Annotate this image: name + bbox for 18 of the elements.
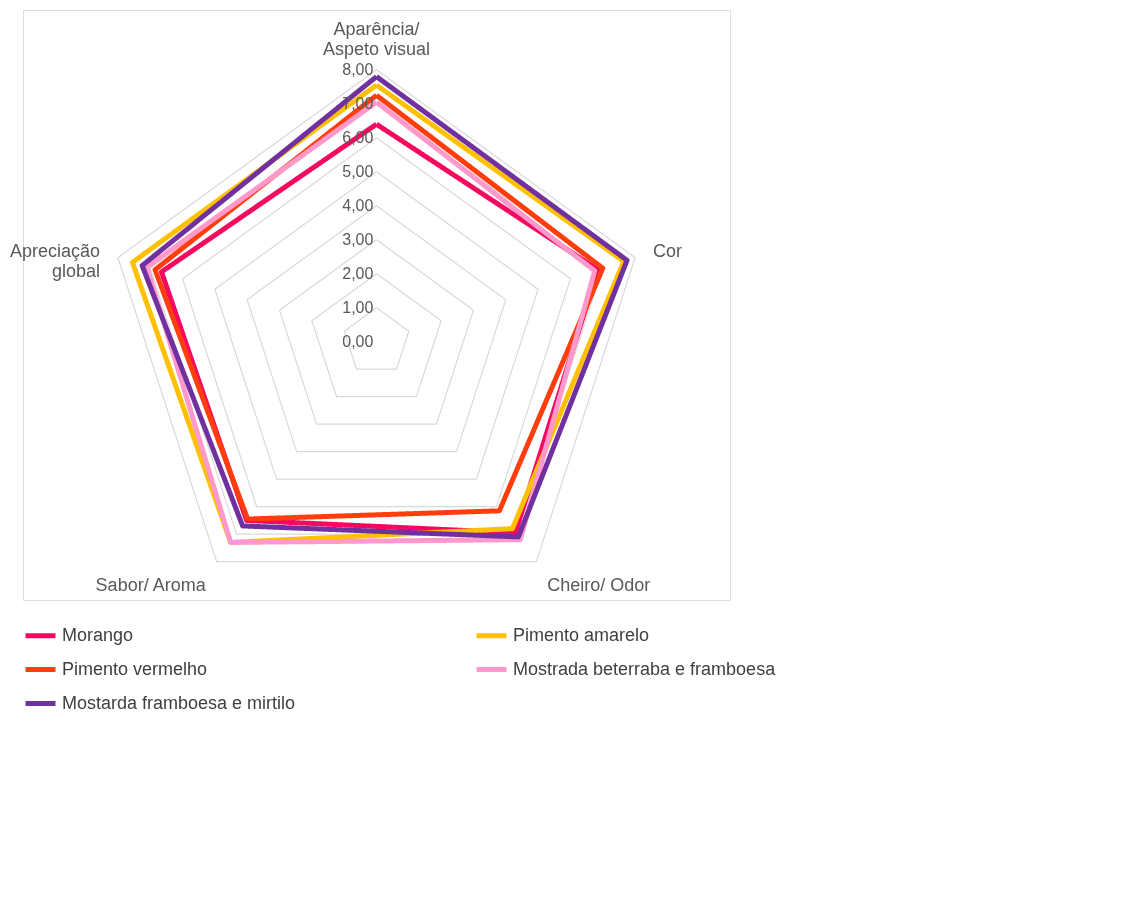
legend-label: Morango [62,624,134,645]
y-tick-label: 8,00 [342,60,374,78]
y-tick-label: 4,00 [342,196,374,214]
spoke-label: Cor [652,240,682,261]
spoke-label: Cheiro/ Odor [547,574,651,595]
spoke-label: Aparência/ Aspeto visual [322,19,431,60]
y-tick-label: 2,00 [342,264,374,282]
spoke-label: Apreciação global [10,240,101,281]
legend-label: Mostrada beterraba e framboesa [513,658,777,679]
y-tick-label: 5,00 [342,162,374,180]
y-tick-label: 3,00 [342,230,374,248]
y-tick-label: 1,00 [342,298,374,316]
y-tick-label: 7,00 [342,94,374,112]
legend-label: Pimento amarelo [513,624,650,645]
y-tick-label: 0,00 [342,332,374,350]
legend-label: Pimento vermelho [62,658,208,679]
spoke-label: Sabor/ Aroma [95,574,207,595]
legend-label: Mostarda framboesa e mirtilo [62,692,296,713]
